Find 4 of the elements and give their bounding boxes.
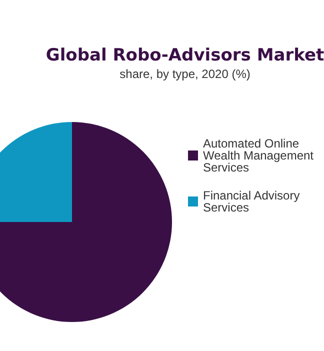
chart-title: Global Robo-Advisors Market bbox=[46, 46, 324, 66]
legend-label: Financial Advisory Services bbox=[203, 188, 304, 214]
legend-label: Automated Online Wealth Management Services bbox=[203, 136, 317, 174]
chart-subtitle: share, by type, 2020 (%) bbox=[120, 67, 250, 81]
